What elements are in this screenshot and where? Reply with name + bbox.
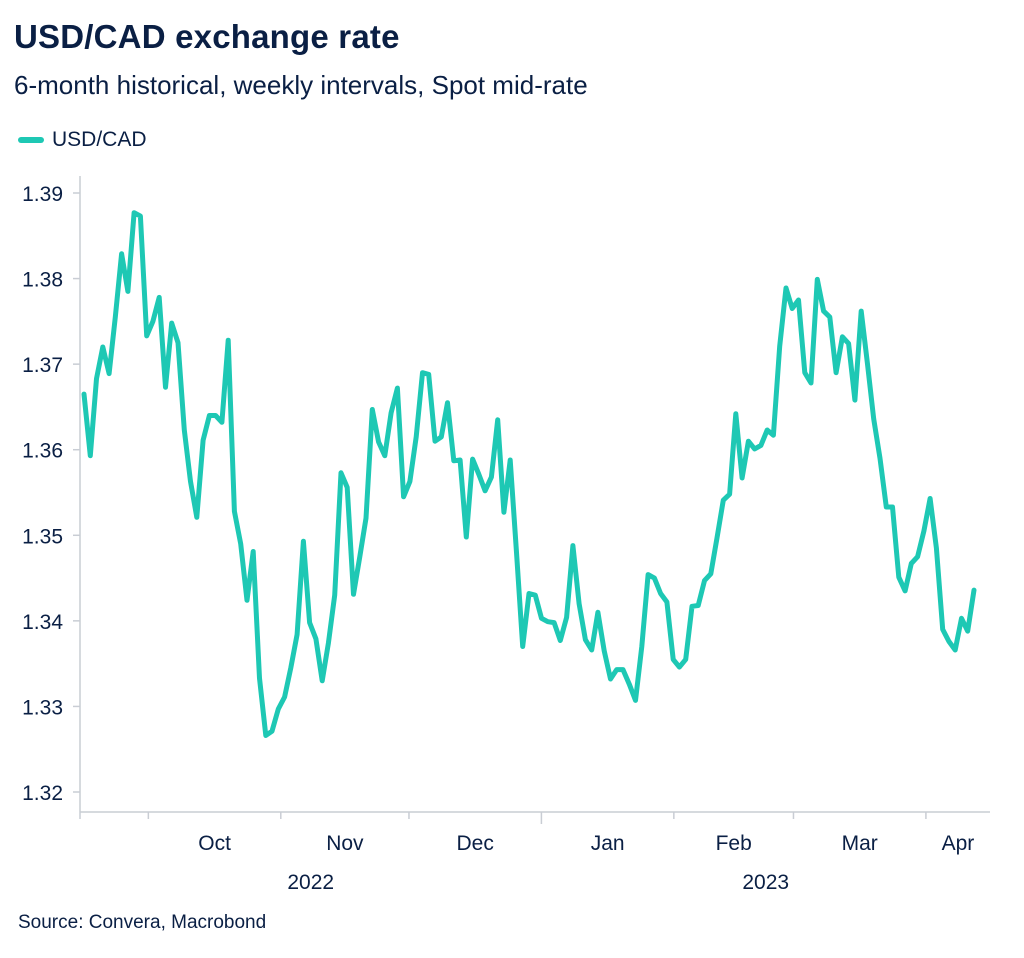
y-tick-label: 1.35 (22, 525, 63, 548)
x-year-label: 2022 (287, 871, 334, 894)
legend-label: USD/CAD (52, 128, 147, 151)
axis-labels: 1.39 1.38 1.37 1.36 1.35 1.34 1.33 1.32 Oct Nov De… (22, 183, 974, 894)
series-layer (81, 210, 977, 738)
y-tick-label: 1.36 (22, 440, 63, 463)
legend: USD/CAD (18, 128, 147, 152)
y-tick-label: 1.33 (22, 696, 63, 719)
y-tick-label: 1.32 (22, 782, 63, 805)
series-line-usd-cad (81, 210, 977, 738)
x-year-label: 2023 (742, 871, 789, 894)
y-tick-label: 1.38 (22, 269, 63, 292)
y-tick-label: 1.37 (22, 354, 63, 377)
x-tick-label: Oct (198, 832, 231, 855)
x-tick-label: Apr (942, 832, 975, 855)
x-tick-label: Jan (591, 832, 625, 855)
chart-subtitle: 6-month historical, weekly intervals, Sp… (14, 70, 588, 100)
x-tick-label: Dec (457, 832, 494, 855)
chart-title: USD/CAD exchange rate (14, 18, 400, 55)
x-tick-label: Mar (842, 832, 878, 855)
line-chart: 1.39 1.38 1.37 1.36 1.35 1.34 1.33 1.32 Oct Nov De… (22, 176, 990, 894)
y-tick-label: 1.39 (22, 183, 63, 206)
x-tick-label: Feb (716, 832, 752, 855)
x-tick-label: Nov (326, 832, 364, 855)
legend-swatch (18, 137, 44, 143)
axes (73, 176, 990, 824)
y-tick-label: 1.34 (22, 611, 63, 634)
source-note: Source: Convera, Macrobond (18, 912, 267, 933)
